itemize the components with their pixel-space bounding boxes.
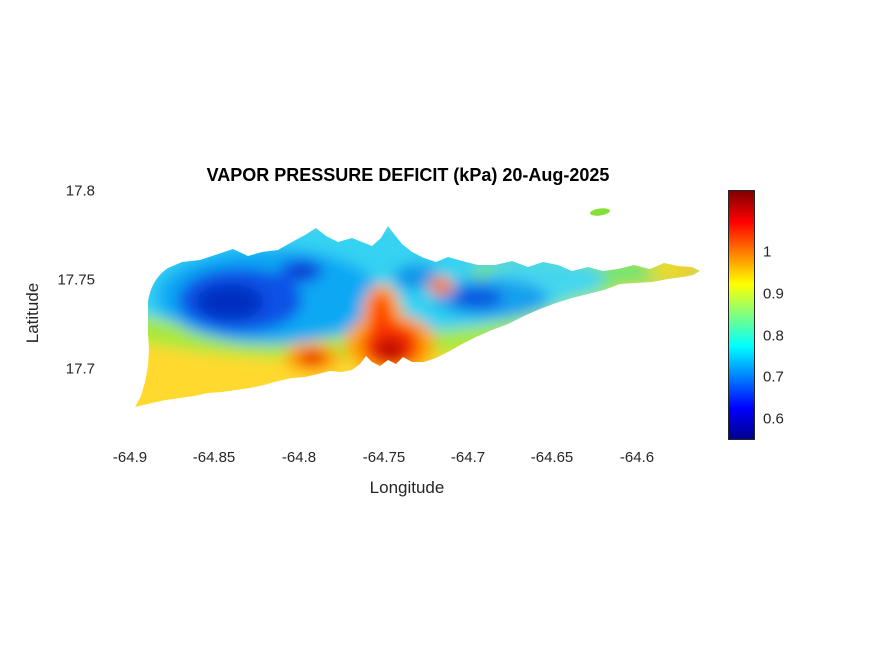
y-axis-label: Latitude <box>23 282 42 344</box>
x-tick-label: -64.75 <box>362 449 406 466</box>
y-tick-label: 17.8 <box>65 182 95 200</box>
x-tick-label: -64.8 <box>281 449 317 466</box>
colorbar-tick-label: 1 <box>763 243 772 261</box>
colorbar-tick-label: 0.8 <box>763 327 784 345</box>
vpd-field-blobs <box>135 226 700 407</box>
x-axis-label: Longitude <box>369 478 445 497</box>
plot-title: VAPOR PRESSURE DEFICIT (kPa) 20-Aug-2025 <box>206 165 610 185</box>
x-tick-label: -64.6 <box>619 449 655 466</box>
y-tick-label: 17.75 <box>57 271 95 289</box>
colorbar-tick-label: 0.6 <box>763 410 784 428</box>
y-tick-label: 17.7 <box>65 360 95 378</box>
island-region <box>135 226 700 407</box>
small-islet <box>590 208 610 216</box>
colorbar <box>728 190 755 440</box>
x-tick-label: -64.85 <box>192 449 236 466</box>
x-tick-label: -64.65 <box>530 449 574 466</box>
colorbar-tick-label: 0.9 <box>763 285 784 303</box>
colorbar-tick-label: 0.7 <box>763 368 784 386</box>
x-tick-label: -64.9 <box>112 449 148 466</box>
x-tick-label: -64.7 <box>450 449 486 466</box>
